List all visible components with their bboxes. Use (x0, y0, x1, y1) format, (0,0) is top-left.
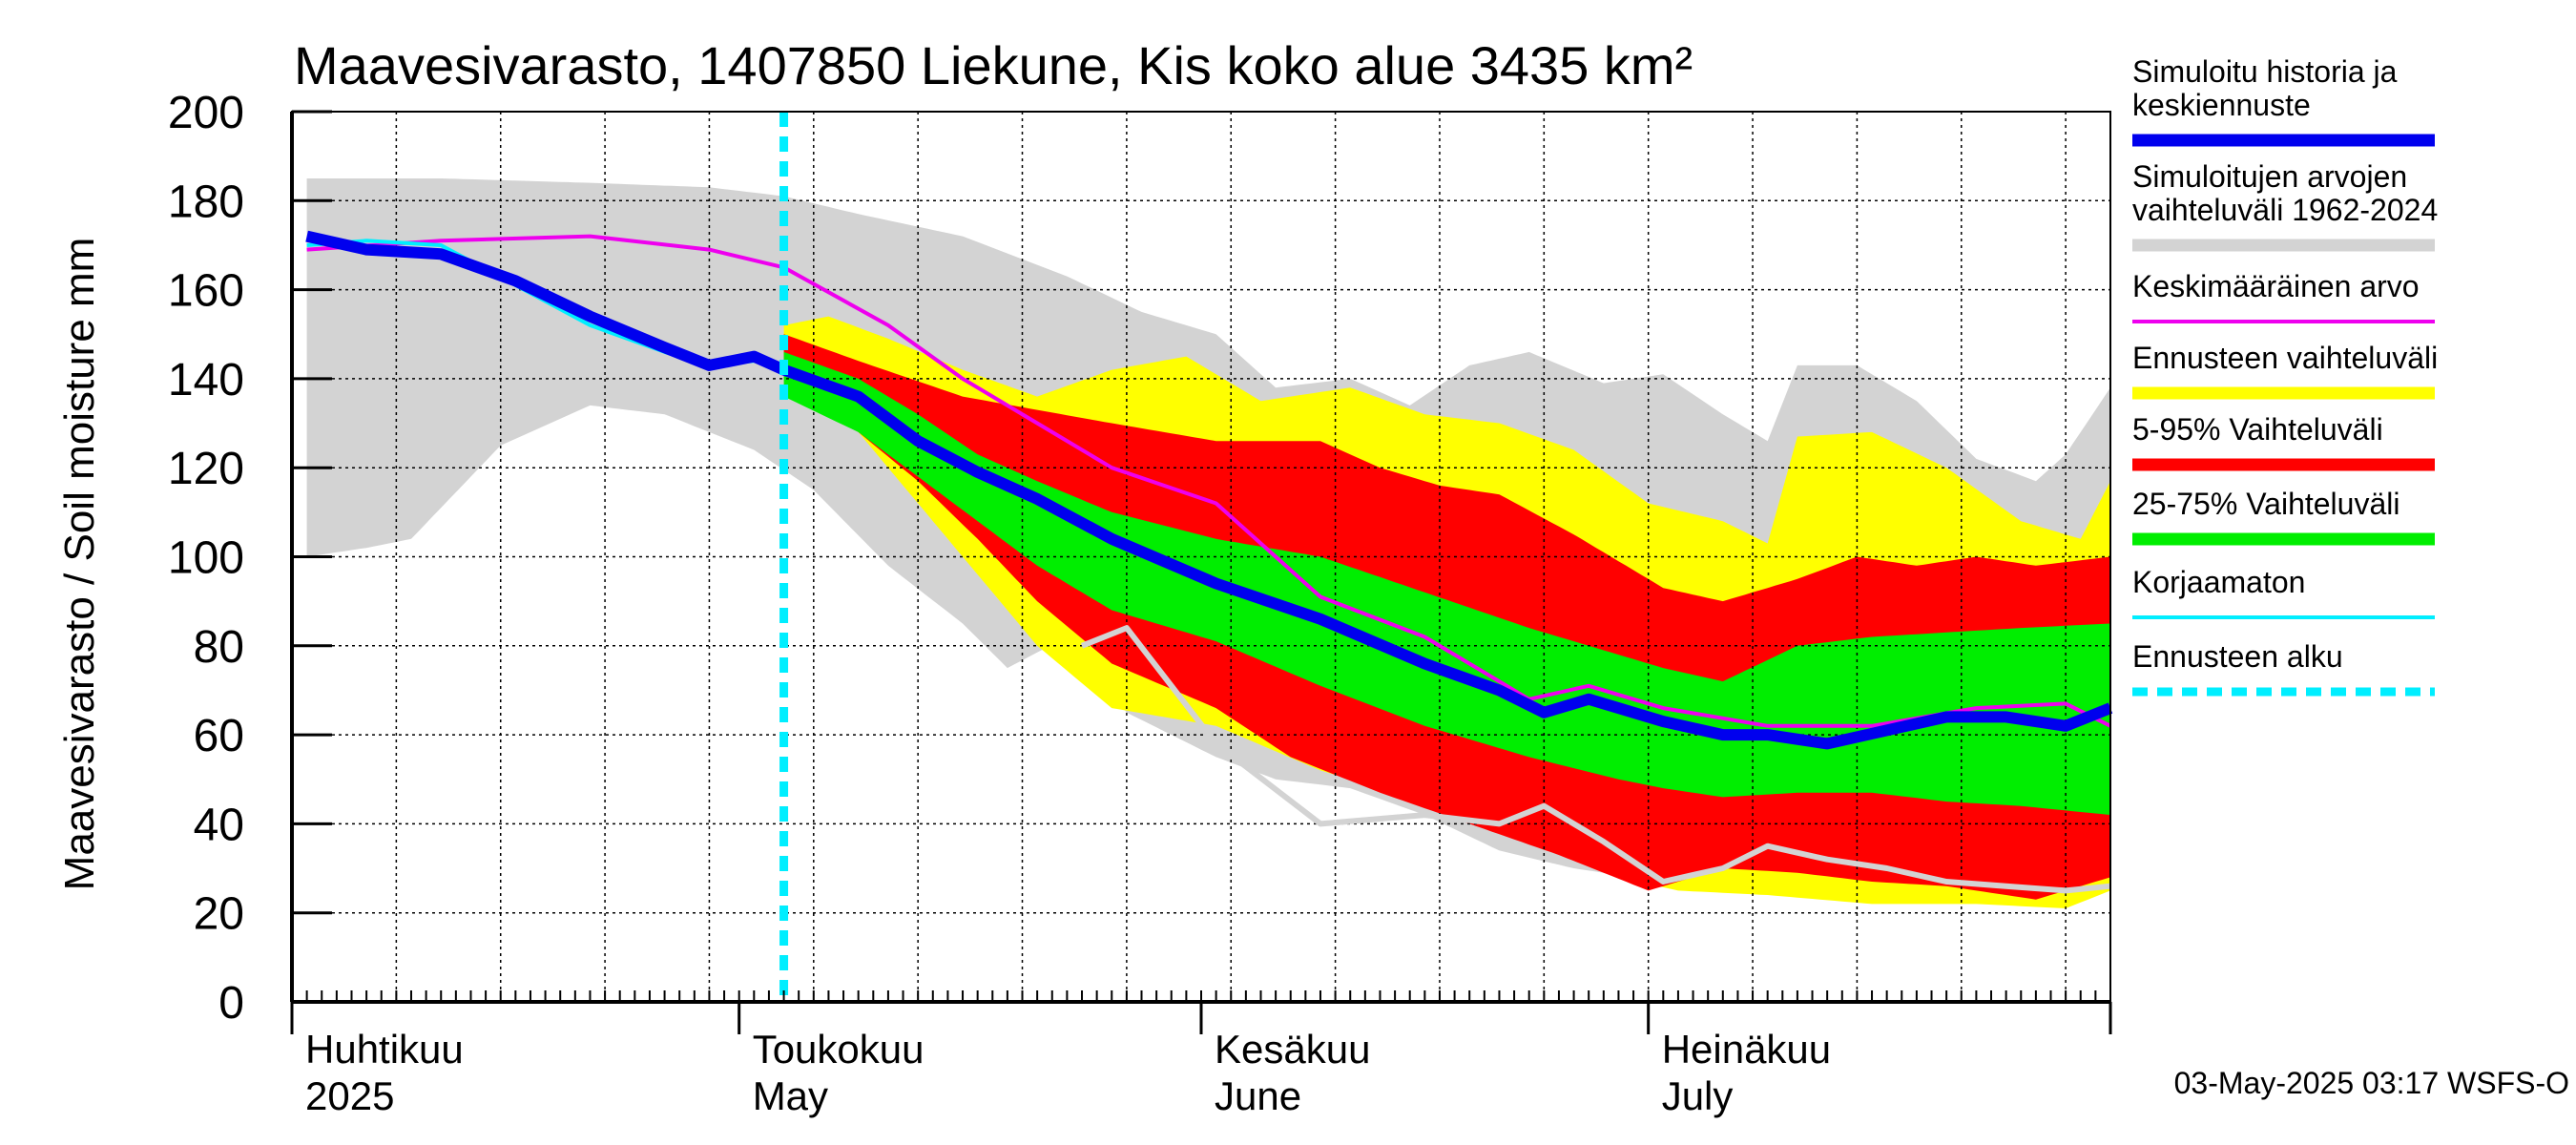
x-month-label-secondary: May (753, 1073, 828, 1118)
y-tick-label: 0 (218, 978, 244, 1029)
legend-label: Simuloitu historia ja (2132, 54, 2398, 89)
x-month-label-secondary: June (1215, 1073, 1301, 1118)
y-tick-label: 80 (194, 622, 244, 673)
legend-label: 5-95% Vaihteluväli (2132, 412, 2383, 447)
legend-label: Simuloitujen arvojen (2132, 159, 2407, 194)
y-tick-label: 40 (194, 800, 244, 850)
legend-label: vaihteluväli 1962-2024 (2132, 193, 2438, 227)
legend-item: Ennusteen alku (2132, 639, 2435, 697)
y-tick-label: 160 (168, 266, 244, 317)
legend-label: Ennusteen vaihteluväli (2132, 341, 2438, 375)
y-tick-label: 180 (168, 177, 244, 227)
mean-line (306, 234, 2111, 728)
chart-title: Maavesivarasto, 1407850 Liekune, Kis kok… (294, 35, 1693, 95)
y-tick-label: 20 (194, 889, 244, 940)
x-month-label: Huhtikuu (305, 1027, 464, 1072)
legend: Simuloitu historia jakeskiennusteSimuloi… (2132, 54, 2438, 697)
legend-item: Keskimääräinen arvo (2132, 269, 2435, 323)
legend-label: Keskimääräinen arvo (2132, 269, 2420, 303)
legend-item: 25-75% Vaihteluväli (2132, 487, 2435, 546)
y-tick-label: 120 (168, 444, 244, 494)
x-month-label-secondary: July (1662, 1073, 1734, 1118)
legend-label: 25-75% Vaihteluväli (2132, 487, 2399, 521)
legend-item: Korjaamaton (2132, 565, 2435, 619)
x-month-label: Heinäkuu (1662, 1027, 1831, 1072)
y-tick-label: 60 (194, 711, 244, 761)
grey-line (1080, 625, 2111, 894)
legend-item: Ennusteen vaihteluväli (2132, 341, 2438, 400)
y-tick-label: 200 (168, 88, 244, 138)
simulated-line (305, 230, 2113, 750)
legend-item: 5-95% Vaihteluväli (2132, 412, 2435, 471)
legend-label: Ennusteen alku (2132, 639, 2343, 674)
p25-75-band (783, 351, 2110, 816)
x-month-label: Toukokuu (753, 1027, 924, 1072)
legend-label: Korjaamaton (2132, 565, 2305, 599)
legend-label: keskiennuste (2132, 88, 2311, 122)
y-tick-label: 140 (168, 355, 244, 406)
x-month-label-secondary: 2025 (305, 1073, 394, 1118)
x-month-label: Kesäkuu (1215, 1027, 1370, 1072)
y-axis-label: Maavesivarasto / Soil moisture mm (56, 238, 103, 891)
y-tick-label: 100 (168, 533, 244, 584)
timestamp: 03-May-2025 03:17 WSFS-O (2174, 1066, 2569, 1100)
